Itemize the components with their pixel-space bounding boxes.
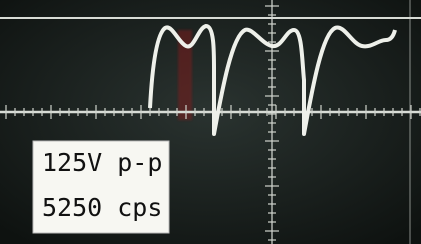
page: 125V p-p 5250 cps (() => { const data = … (0, 0, 421, 244)
frequency-label: 5250 cps (42, 193, 162, 222)
oscilloscope-photo: 125V p-p 5250 cps (0, 0, 421, 244)
amplitude-label: 125V p-p (42, 148, 162, 177)
